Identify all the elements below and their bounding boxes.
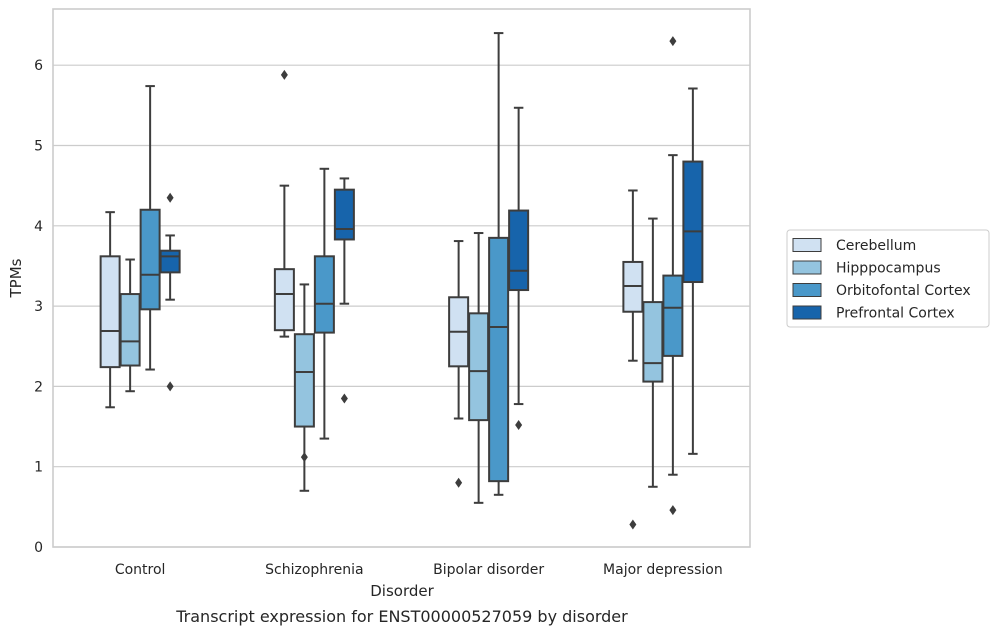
x-tick-labels: Control Schizophrenia Bipolar disorder Majo…: [115, 562, 723, 578]
boxes: [99, 32, 704, 530]
box-iqr: [682, 160, 704, 284]
x-tick-label: Major depression: [603, 562, 723, 578]
box-orbitofontal-cortex: [139, 85, 161, 371]
box-cerebellum: [622, 189, 644, 530]
outlier-point: [166, 192, 174, 203]
box-hipppocampus: [293, 283, 315, 492]
box-iqr: [468, 312, 490, 422]
box-iqr: [273, 268, 295, 332]
box-prefrontal-cortex: [333, 177, 355, 404]
legend-label: Cerebellum: [836, 238, 916, 254]
box-iqr: [508, 209, 530, 292]
outlier-point: [455, 477, 463, 488]
legend-swatch: [792, 260, 822, 275]
legend-label: Prefrontal Cortex: [836, 306, 955, 322]
box-iqr: [293, 333, 315, 428]
legend-swatch: [792, 305, 822, 320]
legend-swatch: [792, 283, 822, 297]
outlier-point: [280, 69, 288, 80]
outlier-point: [515, 419, 523, 430]
box-prefrontal-cortex: [508, 106, 530, 430]
y-tick-labels: 0 1 2 3 4 5 6: [34, 58, 43, 556]
box-prefrontal-cortex: [159, 192, 181, 392]
box-orbitofontal-cortex: [662, 36, 684, 516]
y-tick-label: 0: [34, 540, 43, 556]
plot-frame: [52, 8, 751, 548]
box-iqr: [119, 293, 141, 367]
legend-frame: [786, 229, 990, 328]
box-orbitofontal-cortex: [488, 32, 510, 496]
x-tick-label: Control: [115, 562, 166, 578]
box-hipppocampus: [468, 232, 490, 504]
y-axis-label: TPMs: [7, 258, 25, 298]
box-iqr: [99, 255, 121, 369]
outlier-point: [340, 393, 348, 404]
outlier-point: [669, 505, 677, 516]
box-iqr: [159, 249, 181, 274]
box-iqr: [333, 188, 355, 241]
outlier-point: [629, 519, 637, 530]
x-tick-label: Schizophrenia: [265, 562, 363, 578]
x-axis-label: Disorder: [370, 582, 434, 600]
y-tick-label: 4: [34, 219, 43, 235]
box-prefrontal-cortex: [682, 87, 704, 455]
legend-swatch: [792, 238, 822, 252]
box-iqr: [313, 255, 335, 334]
box-hipppocampus: [119, 258, 141, 393]
chart-caption: Transcript expression for ENST0000052705…: [175, 607, 628, 626]
y-tick-label: 5: [34, 139, 43, 155]
box-cerebellum: [99, 211, 121, 409]
y-tick-label: 2: [34, 379, 43, 395]
box-iqr: [139, 208, 161, 311]
outlier-point: [166, 381, 174, 392]
box-iqr: [488, 236, 510, 483]
legend: Cerebellum Hipppocampus Orbitofontal Corte…: [786, 229, 990, 328]
legend-label: Hipppocampus: [836, 261, 941, 277]
x-tick-label: Bipolar disorder: [433, 562, 544, 578]
box-orbitofontal-cortex: [313, 167, 335, 440]
y-tick-label: 1: [34, 460, 43, 476]
y-tick-label: 3: [34, 299, 43, 315]
box-hipppocampus: [642, 217, 664, 488]
legend-label: Orbitofontal Cortex: [836, 283, 971, 299]
box-iqr: [642, 301, 664, 383]
outlier-point: [300, 452, 308, 463]
box-cerebellum: [448, 240, 470, 488]
y-tick-label: 6: [34, 58, 43, 74]
outlier-point: [669, 36, 677, 47]
box-iqr: [662, 274, 684, 357]
box-cerebellum: [273, 69, 295, 338]
